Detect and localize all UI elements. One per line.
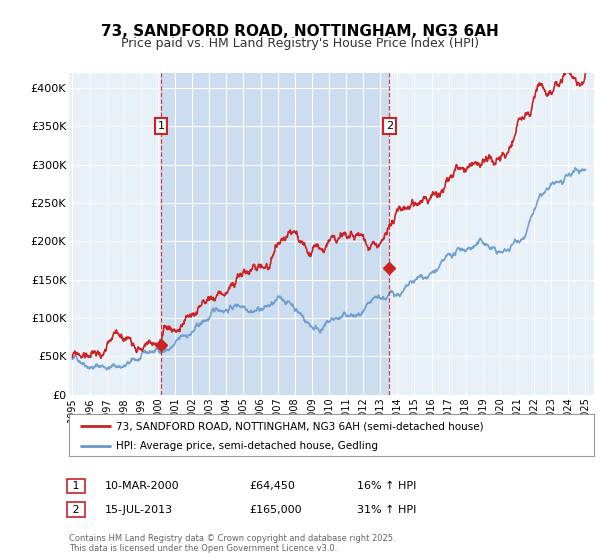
Text: 2: 2 xyxy=(69,505,83,515)
Text: 1: 1 xyxy=(69,481,83,491)
Bar xyxy=(161,73,389,395)
Text: Price paid vs. HM Land Registry's House Price Index (HPI): Price paid vs. HM Land Registry's House … xyxy=(121,37,479,50)
Text: 10-MAR-2000: 10-MAR-2000 xyxy=(105,481,179,491)
Text: 2: 2 xyxy=(386,121,393,131)
Text: Contains HM Land Registry data © Crown copyright and database right 2025.
This d: Contains HM Land Registry data © Crown c… xyxy=(69,534,395,553)
Text: HPI: Average price, semi-detached house, Gedling: HPI: Average price, semi-detached house,… xyxy=(116,441,378,451)
Text: 31% ↑ HPI: 31% ↑ HPI xyxy=(357,505,416,515)
Text: £64,450: £64,450 xyxy=(249,481,295,491)
Text: £165,000: £165,000 xyxy=(249,505,302,515)
Text: 16% ↑ HPI: 16% ↑ HPI xyxy=(357,481,416,491)
Text: 1: 1 xyxy=(158,121,164,131)
Text: 15-JUL-2013: 15-JUL-2013 xyxy=(105,505,173,515)
Text: 73, SANDFORD ROAD, NOTTINGHAM, NG3 6AH: 73, SANDFORD ROAD, NOTTINGHAM, NG3 6AH xyxy=(101,24,499,39)
Text: 73, SANDFORD ROAD, NOTTINGHAM, NG3 6AH (semi-detached house): 73, SANDFORD ROAD, NOTTINGHAM, NG3 6AH (… xyxy=(116,421,484,431)
